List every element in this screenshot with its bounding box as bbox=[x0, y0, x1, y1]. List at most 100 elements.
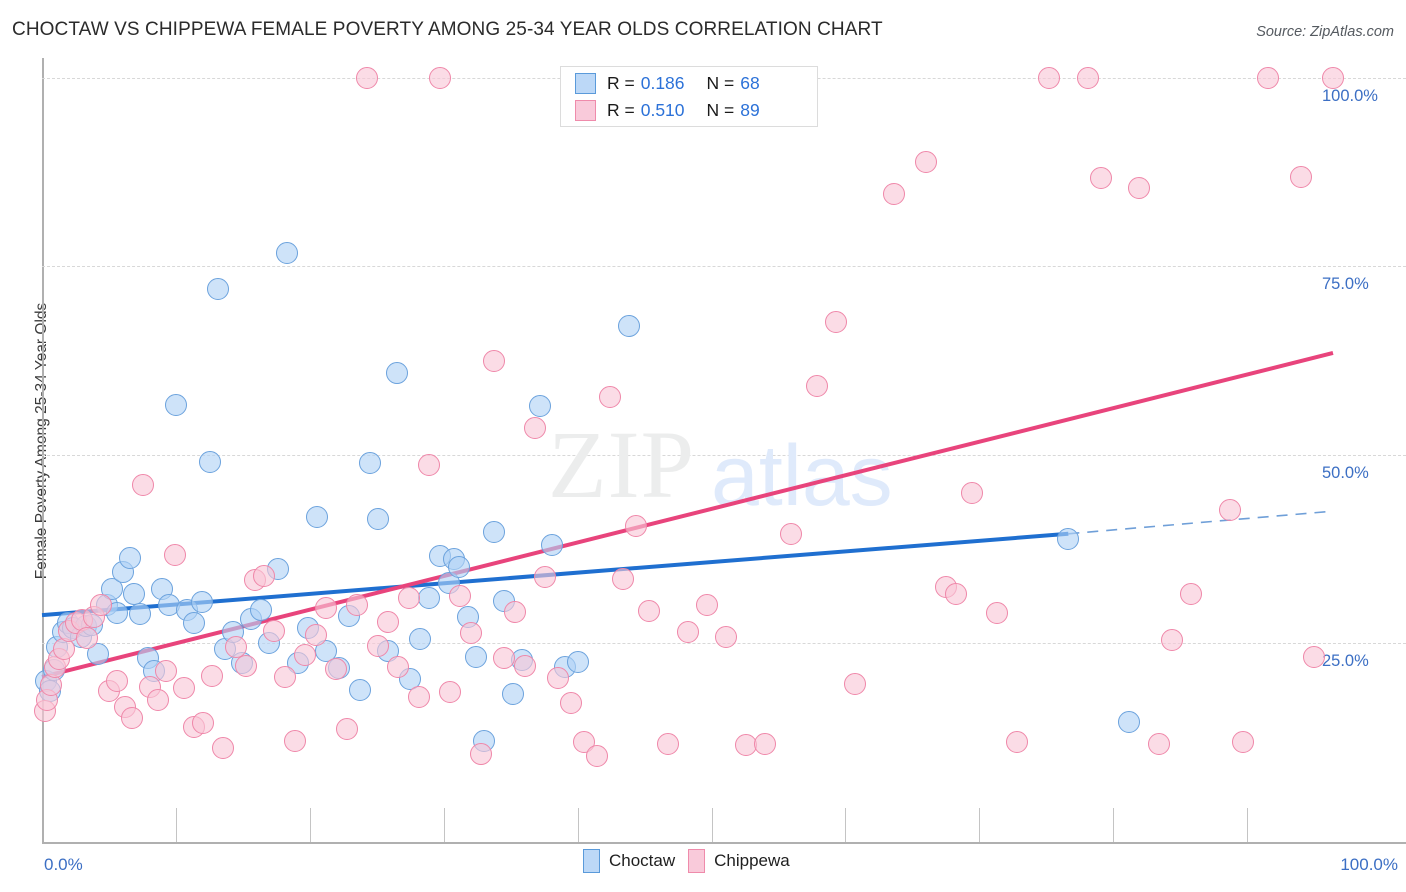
scatter-point-choctaw[interactable] bbox=[191, 590, 214, 613]
scatter-point-chippewa[interactable] bbox=[1218, 498, 1241, 521]
scatter-point-choctaw[interactable] bbox=[502, 683, 525, 706]
scatter-point-choctaw[interactable] bbox=[464, 645, 487, 668]
scatter-point-chippewa[interactable] bbox=[1322, 67, 1344, 89]
scatter-point-chippewa[interactable] bbox=[147, 688, 170, 711]
scatter-point-chippewa[interactable] bbox=[376, 610, 399, 633]
scatter-point-chippewa[interactable] bbox=[211, 737, 234, 760]
scatter-point-chippewa[interactable] bbox=[1231, 730, 1254, 753]
scatter-point-chippewa[interactable] bbox=[1160, 628, 1183, 651]
scatter-point-chippewa[interactable] bbox=[945, 583, 968, 606]
scatter-point-chippewa[interactable] bbox=[560, 692, 583, 715]
scatter-point-chippewa[interactable] bbox=[234, 654, 257, 677]
scatter-point-chippewa[interactable] bbox=[90, 593, 113, 616]
scatter-point-chippewa[interactable] bbox=[397, 586, 420, 609]
scatter-point-chippewa[interactable] bbox=[459, 622, 482, 645]
scatter-point-chippewa[interactable] bbox=[657, 732, 680, 755]
scatter-point-choctaw[interactable] bbox=[529, 394, 552, 417]
scatter-point-chippewa[interactable] bbox=[449, 585, 472, 608]
scatter-point-chippewa[interactable] bbox=[586, 745, 609, 767]
scatter-point-chippewa[interactable] bbox=[1076, 67, 1099, 89]
scatter-point-choctaw[interactable] bbox=[276, 241, 299, 264]
scatter-point-choctaw[interactable] bbox=[165, 393, 188, 416]
scatter-point-choctaw[interactable] bbox=[386, 362, 409, 385]
scatter-point-chippewa[interactable] bbox=[335, 717, 358, 740]
scatter-point-chippewa[interactable] bbox=[253, 564, 276, 587]
scatter-point-chippewa[interactable] bbox=[438, 680, 461, 703]
scatter-point-chippewa[interactable] bbox=[121, 707, 144, 730]
scatter-point-chippewa[interactable] bbox=[163, 543, 186, 566]
scatter-point-chippewa[interactable] bbox=[105, 669, 128, 692]
scatter-point-chippewa[interactable] bbox=[173, 677, 195, 700]
scatter-point-chippewa[interactable] bbox=[779, 522, 802, 545]
scatter-point-choctaw[interactable] bbox=[198, 451, 221, 474]
scatter-point-choctaw[interactable] bbox=[409, 628, 432, 651]
scatter-point-chippewa[interactable] bbox=[224, 635, 247, 658]
scatter-point-chippewa[interactable] bbox=[524, 417, 547, 440]
scatter-point-chippewa[interactable] bbox=[503, 601, 526, 624]
scatter-point-chippewa[interactable] bbox=[131, 473, 154, 496]
scatter-point-chippewa[interactable] bbox=[624, 515, 647, 538]
scatter-point-chippewa[interactable] bbox=[1257, 67, 1280, 89]
scatter-point-chippewa[interactable] bbox=[1289, 165, 1312, 188]
scatter-point-choctaw[interactable] bbox=[305, 506, 328, 529]
scatter-point-chippewa[interactable] bbox=[1037, 67, 1060, 89]
scatter-point-chippewa[interactable] bbox=[915, 150, 938, 173]
legend-item-chippewa[interactable]: Chippewa bbox=[688, 849, 790, 873]
scatter-point-chippewa[interactable] bbox=[482, 349, 505, 372]
scatter-point-chippewa[interactable] bbox=[1302, 645, 1325, 668]
scatter-point-choctaw[interactable] bbox=[1118, 711, 1141, 734]
scatter-point-chippewa[interactable] bbox=[676, 620, 699, 643]
scatter-point-chippewa[interactable] bbox=[263, 619, 286, 642]
scatter-point-chippewa[interactable] bbox=[805, 375, 828, 398]
scatter-point-chippewa[interactable] bbox=[469, 742, 492, 765]
scatter-point-choctaw[interactable] bbox=[482, 520, 505, 543]
scatter-point-choctaw[interactable] bbox=[183, 612, 206, 635]
scatter-point-choctaw[interactable] bbox=[122, 583, 145, 606]
scatter-point-choctaw[interactable] bbox=[206, 277, 229, 300]
scatter-point-chippewa[interactable] bbox=[695, 594, 718, 617]
scatter-point-chippewa[interactable] bbox=[366, 635, 389, 657]
scatter-point-chippewa[interactable] bbox=[294, 644, 317, 667]
scatter-point-choctaw[interactable] bbox=[358, 451, 381, 474]
scatter-point-choctaw[interactable] bbox=[129, 603, 152, 626]
scatter-point-chippewa[interactable] bbox=[844, 672, 867, 695]
scatter-point-chippewa[interactable] bbox=[428, 67, 451, 89]
scatter-point-choctaw[interactable] bbox=[100, 577, 123, 600]
scatter-point-choctaw[interactable] bbox=[566, 650, 589, 673]
scatter-point-chippewa[interactable] bbox=[513, 654, 536, 677]
scatter-point-chippewa[interactable] bbox=[201, 665, 224, 688]
scatter-point-choctaw[interactable] bbox=[86, 643, 109, 666]
scatter-point-choctaw[interactable] bbox=[250, 598, 273, 621]
scatter-point-chippewa[interactable] bbox=[637, 599, 660, 622]
scatter-point-chippewa[interactable] bbox=[824, 311, 847, 334]
scatter-point-chippewa[interactable] bbox=[547, 667, 570, 690]
scatter-point-chippewa[interactable] bbox=[986, 601, 1009, 624]
scatter-point-chippewa[interactable] bbox=[960, 482, 983, 505]
scatter-point-chippewa[interactable] bbox=[1089, 167, 1112, 190]
scatter-point-chippewa[interactable] bbox=[407, 686, 430, 709]
scatter-point-choctaw[interactable] bbox=[618, 314, 641, 337]
scatter-point-chippewa[interactable] bbox=[493, 647, 516, 670]
scatter-point-chippewa[interactable] bbox=[611, 567, 634, 590]
scatter-point-chippewa[interactable] bbox=[1128, 176, 1151, 199]
scatter-point-chippewa[interactable] bbox=[387, 656, 410, 679]
scatter-point-chippewa[interactable] bbox=[273, 665, 296, 688]
scatter-point-chippewa[interactable] bbox=[315, 596, 338, 619]
scatter-point-chippewa[interactable] bbox=[356, 67, 379, 89]
scatter-point-choctaw[interactable] bbox=[118, 546, 141, 569]
scatter-point-chippewa[interactable] bbox=[346, 593, 368, 616]
scatter-point-choctaw[interactable] bbox=[447, 555, 470, 578]
scatter-point-chippewa[interactable] bbox=[154, 659, 177, 682]
scatter-point-chippewa[interactable] bbox=[534, 565, 557, 588]
scatter-point-chippewa[interactable] bbox=[304, 624, 327, 647]
scatter-point-chippewa[interactable] bbox=[284, 729, 307, 752]
scatter-point-choctaw[interactable] bbox=[348, 678, 371, 701]
scatter-point-chippewa[interactable] bbox=[76, 627, 99, 650]
scatter-point-chippewa[interactable] bbox=[192, 711, 215, 734]
scatter-point-choctaw[interactable] bbox=[540, 534, 563, 557]
legend-item-choctaw[interactable]: Choctaw bbox=[583, 849, 675, 873]
scatter-point-chippewa[interactable] bbox=[325, 657, 348, 680]
scatter-point-chippewa[interactable] bbox=[1147, 732, 1170, 755]
scatter-point-choctaw[interactable] bbox=[1057, 528, 1080, 551]
scatter-point-choctaw[interactable] bbox=[366, 508, 389, 531]
